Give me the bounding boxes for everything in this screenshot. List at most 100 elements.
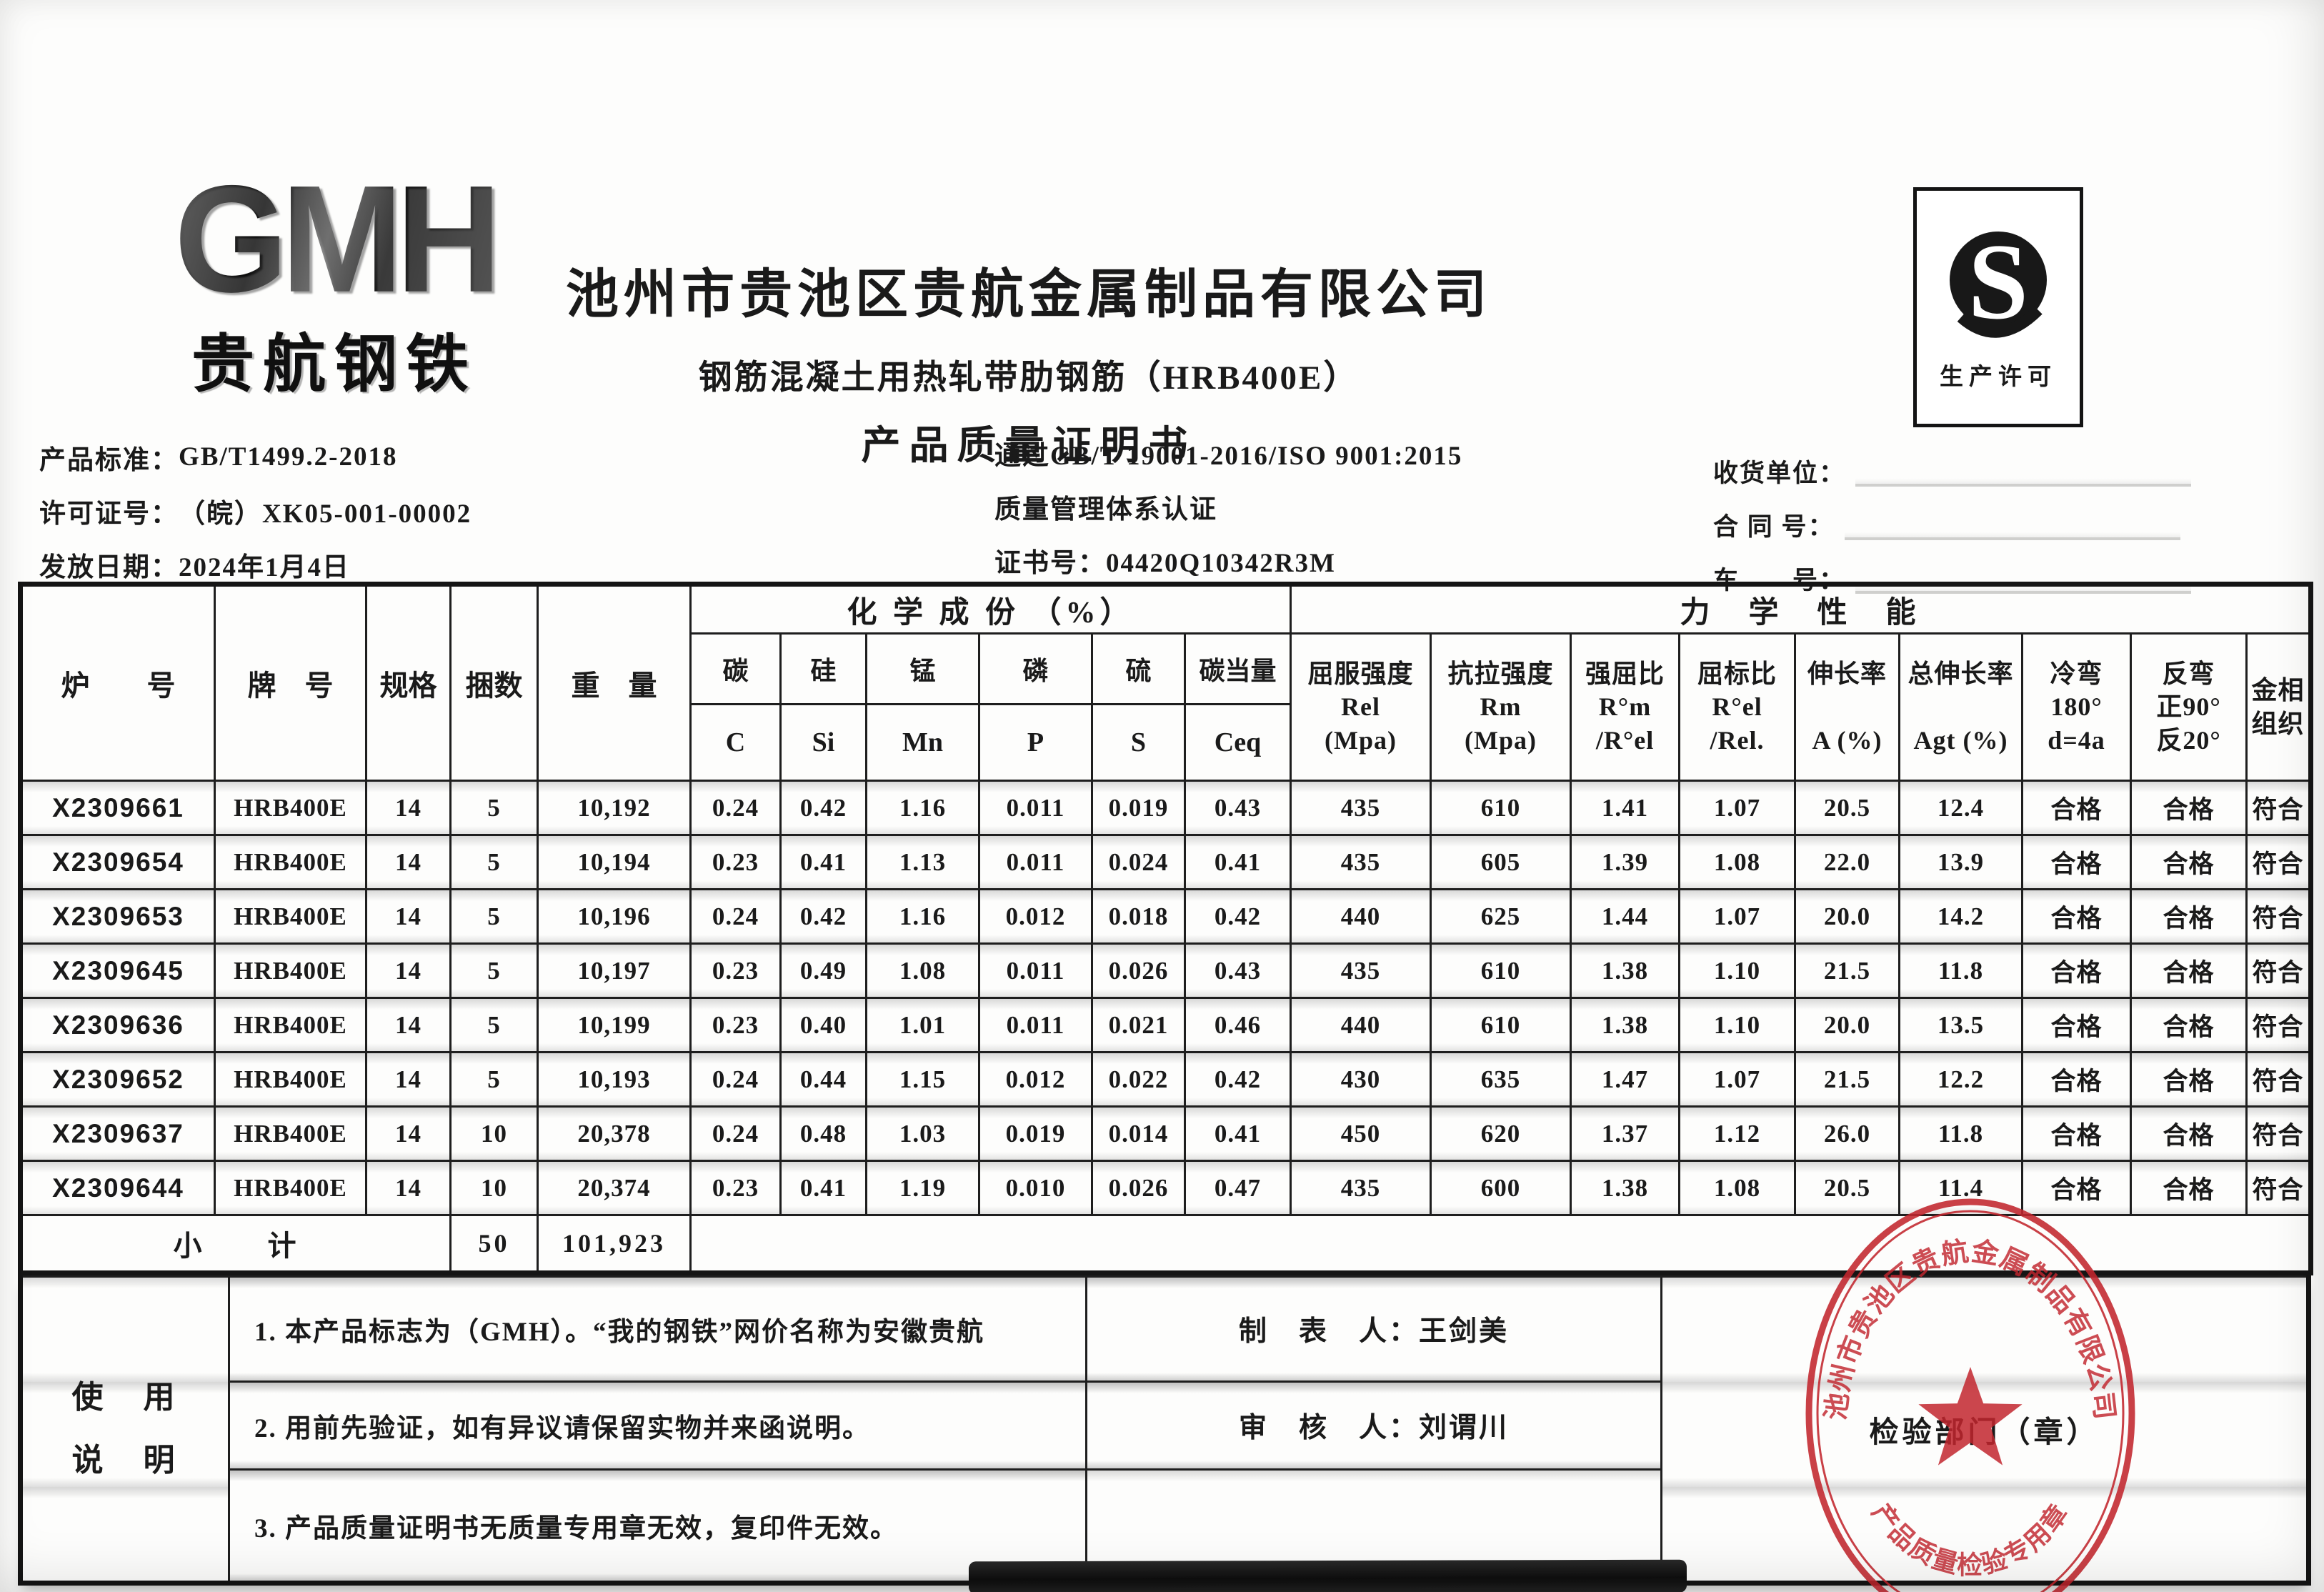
cell: 0.24 [689,1105,782,1162]
cell: 0.019 [978,1105,1093,1162]
cell: 1.07 [1678,780,1797,836]
cell: 1.38 [1570,997,1681,1053]
cell: 0.24 [689,780,782,836]
cell: 合格 [2021,942,2133,999]
product-standard-label: 产品标准： [39,445,179,475]
cell: 14.2 [1898,888,2024,945]
cell: 625 [1430,888,1572,945]
furnace-no-cell: X2309652 [19,1051,216,1108]
cell: 0.021 [1091,997,1186,1053]
cell: 0.43 [1183,780,1292,836]
cell: 14 [365,1051,452,1108]
chem-group-header: 化 学 成 份 （%） [689,583,1292,635]
cert-no-line: 证书号：04420Q10342R3M [994,548,1336,578]
consignee-field [1855,456,2192,487]
cell: HRB400E [214,1051,367,1108]
logo-subtext: 贵航钢铁 [191,328,477,399]
mech-header-cold-bend: 冷弯 180° d=4a [2021,632,2133,782]
contract-no-line: 合 同 号： [1713,498,2191,552]
issue-date-label: 发放日期： [39,552,179,582]
scanner-artifact-bar [968,1559,1687,1592]
cell: 符合 [2245,942,2313,999]
cell: 1.38 [1570,942,1681,999]
svg-text:S: S [1968,223,2029,342]
footer-table: 使 用 说 明 1. 本产品标志为（GMH）。“我的钢铁”网价名称为安徽贵航 制… [18,1275,2311,1586]
cell: 0.41 [1183,834,1292,890]
cell: HRB400E [214,888,367,945]
chem-header-mn-sym: Mn [865,703,980,782]
furnace-no-cell: X2309653 [19,888,216,945]
cell: 0.46 [1183,997,1292,1053]
cell: 1.47 [1570,1051,1681,1108]
cell: 1.01 [865,997,980,1053]
cell: 符合 [2245,780,2313,836]
cell: 符合 [2245,1105,2313,1162]
company-title: 池州市贵池区贵航金属制品有限公司 [566,266,1492,324]
cell: 1.10 [1678,942,1797,999]
cell: 0.026 [1091,942,1186,999]
cell: 10,199 [537,997,692,1053]
cell: 合格 [2021,780,2133,836]
mech-header-elongation: 伸长率 A (%) [1794,632,1901,782]
qs-badge-label: 生产许可 [1940,364,2057,390]
cell: 26.0 [1794,1105,1901,1162]
cell: 435 [1290,834,1432,890]
cell: 1.19 [865,1160,980,1216]
cell: 0.24 [689,1051,782,1108]
cell: 0.011 [978,834,1093,890]
col-header-furnace-no: 炉 号 [19,583,216,782]
cell: 0.24 [689,888,782,945]
table-row: X2309654 HRB400E 14 5 10,194 0.23 0.41 1.13 0.01… [19,834,2313,890]
info-center: 通过GB/T 19001-2016/ISO 9001:2015 质量管理体系认证… [994,426,1462,587]
cell: 5 [449,888,539,945]
cell: 0.022 [1091,1051,1186,1108]
furnace-no-cell: X2309637 [19,1105,216,1162]
cell: 1.16 [865,780,980,836]
cell: 1.39 [1570,834,1681,890]
cell: 620 [1430,1105,1572,1162]
cell: 合格 [2130,1105,2248,1162]
table-area: 炉 号 牌 号 规格 捆数 重 量 化 学 成 份 （%） 力 学 性 能 碳 … [18,582,2314,1586]
cell: 1.44 [1570,888,1681,945]
cell: 0.41 [1183,1105,1292,1162]
col-header-bundles: 捆数 [449,583,539,782]
cell: 14 [365,942,452,999]
furnace-no-cell: X2309661 [19,780,216,836]
cell: 600 [1430,1160,1572,1216]
cell: 10,194 [537,834,692,890]
cell: 0.44 [779,1051,867,1108]
cell: 435 [1290,1160,1432,1216]
cell: 20.5 [1794,1160,1901,1216]
cell: 合格 [2021,1105,2133,1162]
cell: 0.011 [978,780,1093,836]
cell: 0.41 [779,834,867,890]
col-header-weight: 重 量 [537,583,692,782]
cell: 20,378 [537,1105,692,1162]
table-row: X2309653 HRB400E 14 5 10,196 0.24 0.42 1.16 0.01… [19,888,2313,945]
issue-date-value: 2024年1月4日 [179,552,350,582]
cell: 符合 [2245,888,2313,945]
iso-line: 通过GB/T 19001-2016/ISO 9001:2015 [994,441,1463,471]
chem-header-s-cn: 硫 [1091,632,1186,705]
maker-label: 制 表 人： [1238,1316,1419,1347]
inspection-dept-label: 检验部门（章） [1869,1416,2100,1448]
cell: 1.07 [1678,1051,1797,1108]
reviewer-cell: 审 核 人：刘谓川 [1085,1380,1662,1471]
cell: 435 [1290,780,1432,836]
table-body: X2309661 HRB400E 14 5 10,192 0.24 0.42 1.16 0.01… [19,780,2313,1216]
cell: 14 [365,834,452,890]
cell: 450 [1290,1105,1432,1162]
chem-header-si-sym: Si [779,703,867,782]
gmh-logo-text: GMH [174,154,502,324]
cell: 0.49 [779,942,867,999]
cell: 10,193 [537,1051,692,1108]
cell: 5 [449,834,539,890]
cell: 合格 [2021,1160,2133,1216]
reviewer-label: 审 核 人： [1238,1413,1419,1443]
col-header-grade: 牌 号 [214,583,367,782]
cell: 10,197 [537,942,692,999]
chem-header-c-cn: 碳 [689,632,782,705]
cell: 1.12 [1678,1105,1797,1162]
cell: 610 [1430,997,1572,1053]
cell: 符合 [2245,997,2313,1053]
